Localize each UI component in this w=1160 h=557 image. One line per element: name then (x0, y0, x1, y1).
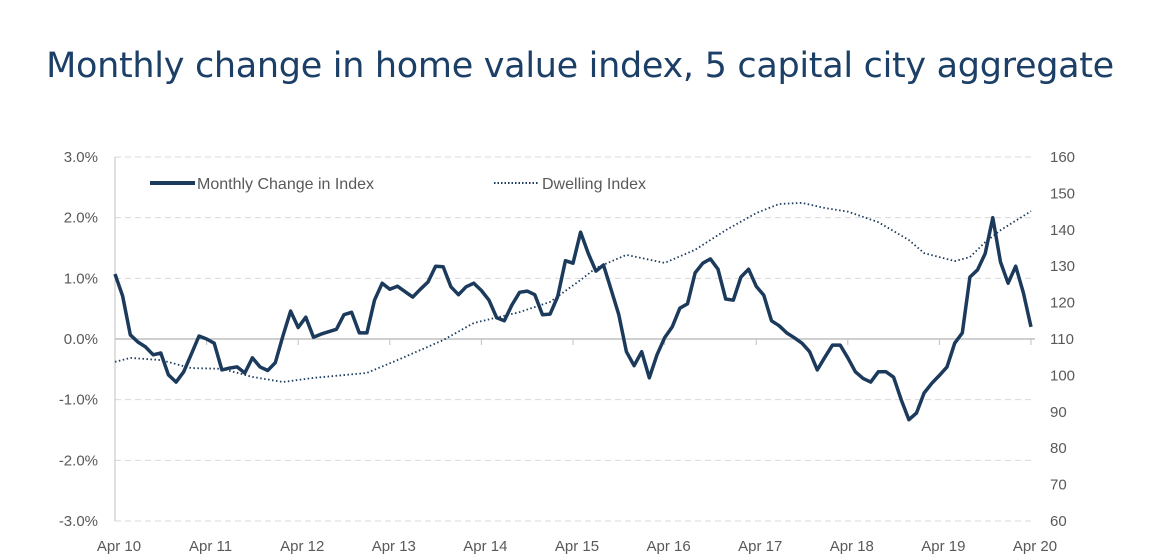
left-axis-ticks: 3.0% 2.0% 1.0% 0.0% -1.0% -2.0% -3.0% (59, 149, 98, 530)
chart-title: Monthly change in home value index, 5 ca… (46, 46, 1114, 86)
right-tick-label: 110 (1050, 331, 1074, 348)
left-tick-label: -2.0% (59, 452, 98, 469)
x-tick-label: Apr 15 (555, 538, 599, 555)
right-tick-label: 160 (1050, 149, 1075, 166)
legend-label-dwelling-index: Dwelling Index (542, 176, 646, 193)
left-tick-label: 2.0% (64, 210, 98, 227)
right-tick-label: 130 (1050, 258, 1075, 275)
x-tick-label: Apr 14 (463, 538, 507, 555)
right-axis-ticks: 160 150 140 130 120 110 100 90 80 70 60 (1050, 149, 1075, 530)
left-tick-label: 0.0% (64, 331, 98, 348)
legend: Monthly Change in Index Dwelling Index (150, 176, 646, 193)
series-lines (113, 201, 1033, 422)
left-tick-label: 1.0% (64, 270, 98, 287)
x-tick-label: Apr 19 (921, 538, 965, 555)
right-tick-label: 150 (1050, 185, 1075, 202)
right-tick-label: 120 (1050, 295, 1075, 312)
x-tick-label: Apr 10 (97, 538, 141, 555)
series-line-monthly-change (113, 215, 1033, 422)
right-tick-label: 60 (1050, 513, 1067, 530)
right-tick-label: 70 (1050, 477, 1067, 494)
right-tick-label: 100 (1050, 367, 1075, 384)
x-tick-label: Apr 20 (1013, 538, 1057, 555)
x-tick-label: Apr 16 (646, 538, 690, 555)
x-tick-label: Apr 18 (830, 538, 874, 555)
legend-label-monthly-change: Monthly Change in Index (197, 176, 374, 193)
x-tick-label: Apr 17 (738, 538, 782, 555)
right-tick-label: 140 (1050, 222, 1075, 239)
x-tick-label: Apr 11 (189, 538, 232, 555)
x-axis-ticks: Apr 10 Apr 11 Apr 12 Apr 13 Apr 14 Apr 15 Apr … (97, 339, 1057, 555)
series-line-dwelling-index (114, 201, 1032, 383)
left-tick-label: -3.0% (59, 513, 98, 530)
axes (114, 157, 1035, 521)
gridlines (115, 156, 1035, 522)
x-tick-label: Apr 13 (372, 538, 416, 555)
x-tick-label: Apr 12 (280, 538, 324, 555)
right-tick-label: 90 (1050, 404, 1067, 421)
right-tick-label: 80 (1050, 440, 1067, 457)
left-tick-label: 3.0% (64, 149, 98, 166)
left-tick-label: -1.0% (59, 392, 98, 409)
